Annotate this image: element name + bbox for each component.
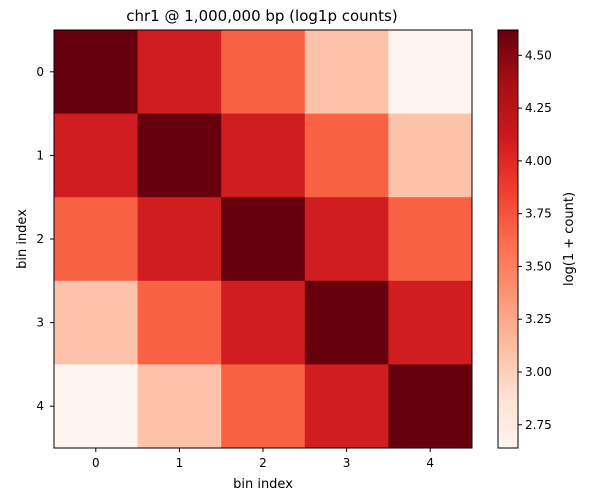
x-tick-label: 4 <box>426 456 434 470</box>
x-axis-ticks: 0 1 2 3 4 <box>92 448 434 470</box>
colorbar-tick-label: 3.75 <box>525 207 552 221</box>
colorbar-ticks: 2.75 3.00 3.25 3.50 3.75 4.00 4.25 4.50 <box>518 48 552 432</box>
heatmap-cell <box>388 364 473 449</box>
heatmap-cell <box>221 197 306 282</box>
heatmap-cell <box>137 364 222 449</box>
heatmap-cell <box>388 113 473 198</box>
heatmap-cell <box>304 280 389 365</box>
colorbar-tick-label: 3.00 <box>525 365 552 379</box>
colorbar-tick-label: 3.25 <box>525 312 552 326</box>
heatmap-cell <box>221 30 306 115</box>
y-tick-label: 1 <box>36 148 44 162</box>
heatmap-cell <box>137 280 222 365</box>
heatmap-cell <box>137 113 222 198</box>
heatmap-cell <box>304 197 389 282</box>
heatmap-cell <box>304 30 389 115</box>
heatmap-cell <box>54 280 139 365</box>
heatmap-cell <box>221 280 306 365</box>
heatmap-cell <box>54 113 139 198</box>
heatmap-cell <box>388 197 473 282</box>
colorbar-label: log(1 + count) <box>562 192 577 286</box>
x-tick-label: 0 <box>92 456 100 470</box>
heatmap-cell <box>304 364 389 449</box>
heatmap-cell <box>137 30 222 115</box>
y-axis-label: bin index <box>15 209 30 269</box>
colorbar-tick-label: 3.50 <box>525 259 552 273</box>
heatmap-cell <box>221 113 306 198</box>
colorbar-tick-label: 4.25 <box>525 101 552 115</box>
heatmap-cell <box>388 280 473 365</box>
y-tick-label: 4 <box>36 399 44 413</box>
y-tick-label: 2 <box>36 232 44 246</box>
x-tick-label: 3 <box>343 456 351 470</box>
y-axis-ticks: 0 1 2 3 4 <box>36 65 54 413</box>
colorbar-tick-label: 4.50 <box>525 48 552 62</box>
x-tick-label: 1 <box>176 456 184 470</box>
x-axis-label: bin index <box>233 477 293 492</box>
heatmap-cells <box>54 30 473 449</box>
heatmap-cell <box>54 364 139 449</box>
y-tick-label: 3 <box>36 316 44 330</box>
heatmap-cell <box>54 197 139 282</box>
heatmap-cell <box>54 30 139 115</box>
colorbar-tick-label: 4.00 <box>525 154 552 168</box>
heatmap-cell <box>304 113 389 198</box>
heatmap-cell <box>137 197 222 282</box>
colorbar <box>497 29 519 449</box>
x-tick-label: 2 <box>259 456 267 470</box>
y-tick-label: 0 <box>36 65 44 79</box>
chart-title: chr1 @ 1,000,000 bp (log1p counts) <box>126 7 397 25</box>
heatmap-cell <box>388 30 473 115</box>
colorbar-tick-label: 2.75 <box>525 418 552 432</box>
heatmap-cell <box>221 364 306 449</box>
